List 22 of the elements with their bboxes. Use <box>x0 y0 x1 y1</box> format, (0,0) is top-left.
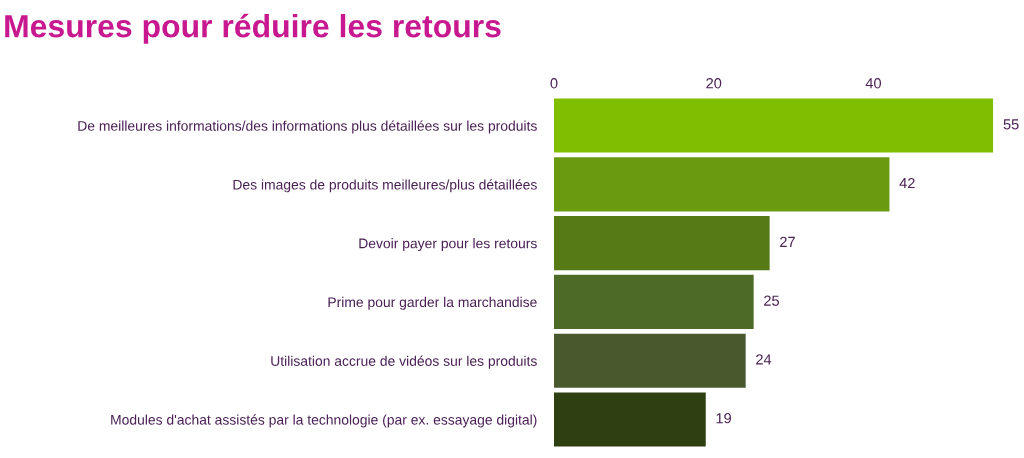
data-label: 55 <box>1003 119 1019 130</box>
text: Mesures pour réduire les retours <box>5 13 501 44</box>
bar <box>553 274 754 329</box>
x-tick-label: 20 <box>706 78 722 89</box>
data-label: 27 <box>780 236 795 247</box>
bar <box>553 392 706 447</box>
x-tick-label: 40 <box>865 78 882 89</box>
y-tick-label: Modules d'achat assistés par la technologie (par ex. essayage digital) <box>111 414 537 428</box>
data-label: 25 <box>764 295 779 306</box>
y-tick-label: Utilisation accrue de vidéos sur les produits <box>271 355 537 369</box>
y-tick-label: Prime pour garder la marchandise <box>328 296 537 310</box>
x-tick-label: 0 <box>550 78 558 89</box>
y-tick-label: De meilleures informations/des informations plus détaillées sur les produits <box>78 120 537 134</box>
bar <box>553 216 770 271</box>
y-tick-label: Des images de produits meilleures/plus détaillées <box>233 179 537 193</box>
bar <box>553 98 994 153</box>
data-label: 24 <box>756 354 772 365</box>
y-tick-label: Devoir payer pour les retours <box>359 238 537 252</box>
data-label: 19 <box>716 413 731 424</box>
data-label: 42 <box>899 177 915 189</box>
bar <box>553 333 746 388</box>
bar <box>553 157 890 212</box>
